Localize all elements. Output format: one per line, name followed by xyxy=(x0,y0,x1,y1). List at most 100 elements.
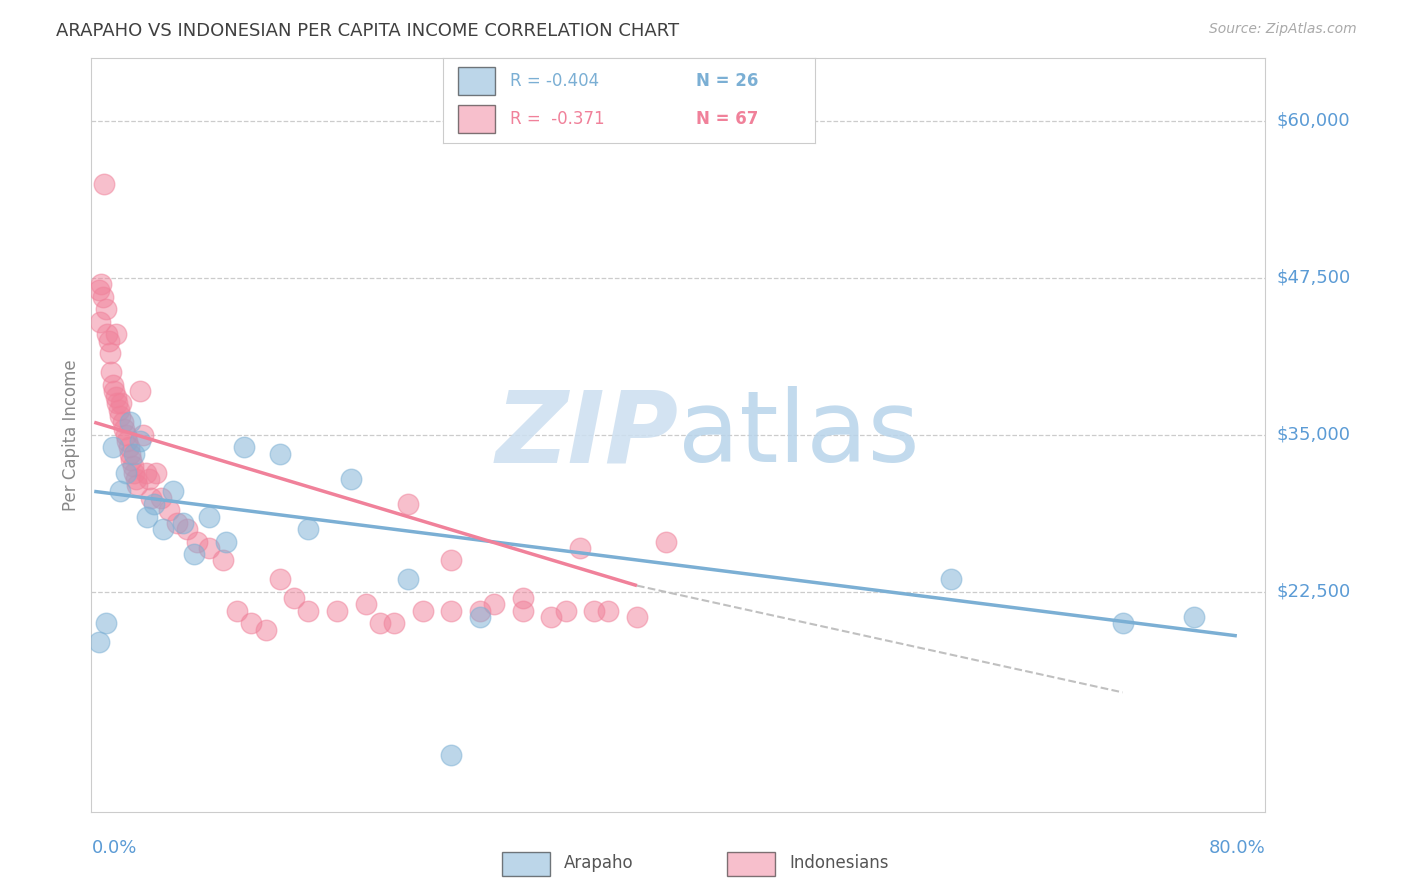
Point xyxy=(512,604,534,618)
Text: ARAPAHO VS INDONESIAN PER CAPITA INCOME CORRELATION CHART: ARAPAHO VS INDONESIAN PER CAPITA INCOME … xyxy=(56,22,679,40)
Point xyxy=(583,604,606,618)
Point xyxy=(598,604,620,618)
Point xyxy=(568,541,591,555)
Point xyxy=(143,497,166,511)
Point xyxy=(197,509,219,524)
Point xyxy=(129,434,152,449)
Point xyxy=(214,534,236,549)
Point xyxy=(93,177,115,191)
Text: Source: ZipAtlas.com: Source: ZipAtlas.com xyxy=(1209,22,1357,37)
Point xyxy=(122,447,145,461)
Point xyxy=(1111,616,1133,631)
FancyBboxPatch shape xyxy=(458,67,495,95)
Point xyxy=(626,610,648,624)
Text: N = 67: N = 67 xyxy=(696,110,759,128)
Point xyxy=(440,748,463,763)
FancyBboxPatch shape xyxy=(502,852,550,876)
Point xyxy=(162,484,184,499)
Text: ZIP: ZIP xyxy=(495,386,678,483)
Point xyxy=(87,284,110,298)
Point xyxy=(114,466,136,480)
Point xyxy=(122,466,145,480)
Point xyxy=(211,553,233,567)
Point xyxy=(269,447,291,461)
Point xyxy=(129,384,152,398)
Point xyxy=(150,491,173,505)
Point xyxy=(398,572,420,586)
Point xyxy=(135,466,157,480)
Text: atlas: atlas xyxy=(678,386,920,483)
Point xyxy=(269,572,291,586)
Point xyxy=(468,610,491,624)
Point xyxy=(98,346,121,360)
Point xyxy=(412,604,434,618)
Point xyxy=(368,616,391,631)
Text: 0.0%: 0.0% xyxy=(91,839,136,857)
Point xyxy=(326,604,349,618)
Point xyxy=(120,453,142,467)
Point xyxy=(166,516,188,530)
Point xyxy=(104,390,127,404)
Point xyxy=(297,604,319,618)
Point xyxy=(382,616,405,631)
Point xyxy=(89,315,111,329)
Point xyxy=(94,616,117,631)
Point xyxy=(440,553,463,567)
Point xyxy=(101,441,124,455)
Point xyxy=(132,428,155,442)
Point xyxy=(107,402,129,417)
Point xyxy=(482,598,505,612)
Point xyxy=(145,466,167,480)
Point xyxy=(152,522,174,536)
Point xyxy=(103,384,125,398)
Point xyxy=(112,421,135,435)
Point xyxy=(176,522,198,536)
Point xyxy=(118,447,141,461)
Point xyxy=(340,472,363,486)
FancyBboxPatch shape xyxy=(458,104,495,133)
Point xyxy=(104,327,127,342)
Text: $47,500: $47,500 xyxy=(1277,268,1351,287)
Point xyxy=(197,541,219,555)
Point xyxy=(540,610,562,624)
Point xyxy=(1182,610,1205,624)
Point xyxy=(97,334,120,348)
Y-axis label: Per Capita Income: Per Capita Income xyxy=(62,359,80,510)
Text: $60,000: $60,000 xyxy=(1277,112,1350,130)
Point xyxy=(105,396,128,410)
Point xyxy=(512,591,534,606)
Point xyxy=(91,290,114,304)
Point xyxy=(138,472,160,486)
Point xyxy=(114,428,136,442)
Point xyxy=(233,441,256,455)
Point xyxy=(87,635,110,649)
Text: Arapaho: Arapaho xyxy=(564,854,634,872)
Point xyxy=(90,277,112,291)
Point xyxy=(283,591,305,606)
Point xyxy=(94,302,117,317)
Point xyxy=(186,534,208,549)
Text: $35,000: $35,000 xyxy=(1277,425,1351,444)
Point xyxy=(118,415,141,429)
Point xyxy=(398,497,420,511)
Point xyxy=(254,623,277,637)
Text: R =  -0.371: R = -0.371 xyxy=(510,110,605,128)
Point xyxy=(96,327,118,342)
Point xyxy=(172,516,194,530)
Point xyxy=(124,472,146,486)
Point xyxy=(654,534,676,549)
Point xyxy=(108,409,131,423)
Point xyxy=(101,377,124,392)
Point xyxy=(115,434,138,449)
Point xyxy=(108,484,131,499)
Point xyxy=(110,396,132,410)
Point xyxy=(121,459,143,474)
Point xyxy=(354,598,377,612)
Text: R = -0.404: R = -0.404 xyxy=(510,72,599,90)
Text: $22,500: $22,500 xyxy=(1277,582,1351,601)
Text: 80.0%: 80.0% xyxy=(1209,839,1265,857)
Point xyxy=(100,365,122,379)
Point xyxy=(183,547,205,561)
Point xyxy=(141,491,163,505)
Point xyxy=(157,503,180,517)
